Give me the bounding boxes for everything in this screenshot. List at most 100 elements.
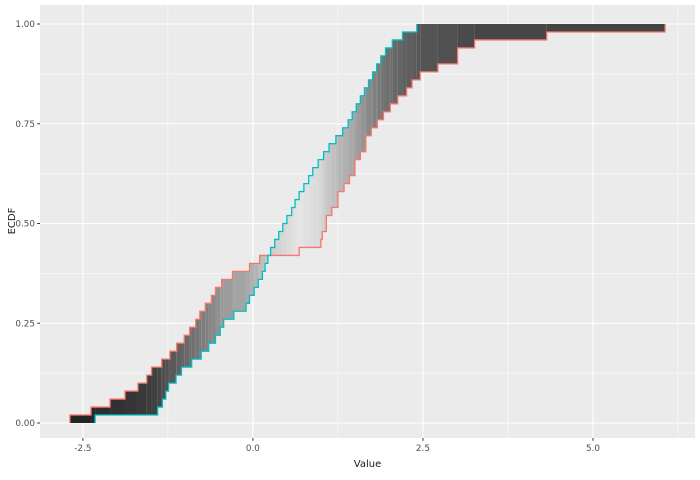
ecdf-ribbon-strip bbox=[137, 383, 147, 416]
ecdf-ribbon-strip bbox=[295, 199, 300, 256]
ecdf-ribbon-strip bbox=[249, 263, 255, 296]
ecdf-ribbon-strip bbox=[232, 271, 234, 320]
x-tick-label: 5.0 bbox=[586, 444, 600, 454]
ecdf-ribbon-strip bbox=[326, 151, 330, 216]
ecdf-ribbon-strip bbox=[270, 247, 275, 256]
ecdf-ribbon-strip bbox=[337, 135, 343, 192]
ecdf-ribbon-strip bbox=[205, 303, 209, 352]
ecdf-ribbon-strip bbox=[151, 367, 158, 416]
ecdf-ribbon-strip bbox=[342, 127, 345, 192]
ecdf-ribbon-strip bbox=[91, 407, 96, 423]
ecdf-ribbon-strip bbox=[265, 255, 268, 264]
ecdf-ribbon-strip bbox=[397, 39, 403, 96]
ecdf-ribbon-strip bbox=[157, 367, 162, 408]
ecdf-ribbon-strip bbox=[168, 359, 170, 384]
ecdf-ribbon-strip bbox=[221, 279, 224, 328]
ecdf-ribbon-strip bbox=[352, 111, 355, 176]
ecdf-ribbon-strip bbox=[146, 375, 152, 416]
ecdf-ribbon-strip bbox=[402, 31, 407, 96]
ecdf-ribbon-strip bbox=[420, 23, 438, 72]
ecdf-ribbon-strip bbox=[95, 407, 111, 416]
ecdf-ribbon-strip bbox=[176, 343, 182, 376]
ecdf-ribbon-strip bbox=[308, 175, 313, 248]
ecdf-ribbon-strip bbox=[385, 47, 391, 112]
ecdf-ribbon-strip bbox=[348, 119, 350, 184]
ecdf-ribbon-strip bbox=[220, 287, 222, 328]
ecdf-ribbon-strip bbox=[371, 79, 373, 128]
ecdf-ribbon-strip bbox=[331, 143, 336, 208]
ecdf-ribbon-strip bbox=[195, 319, 200, 360]
ecdf-ribbon-strip bbox=[546, 23, 666, 32]
ecdf-ribbon-strip bbox=[412, 31, 417, 80]
ecdf-ribbon-strip bbox=[201, 311, 206, 352]
ecdf-ribbon-strip bbox=[215, 287, 221, 336]
ecdf-step-red bbox=[69, 23, 666, 423]
ecdf-ribbon-strip bbox=[262, 255, 266, 272]
y-tick-label: 0.25 bbox=[15, 319, 35, 329]
x-tick-label: -2.5 bbox=[74, 444, 91, 454]
ecdf-ribbon-strip bbox=[282, 223, 287, 256]
x-tick-label: 0.0 bbox=[246, 444, 260, 454]
ecdf-ribbon-strip bbox=[372, 71, 377, 128]
ecdf-ribbon-strip bbox=[390, 47, 393, 104]
panel-background bbox=[40, 5, 695, 438]
ecdf-ribbon-strip bbox=[286, 215, 292, 256]
ecdf-ribbon-strip bbox=[354, 111, 357, 160]
ecdf-ribbon-strip bbox=[416, 23, 421, 80]
ecdf-ribbon-strip bbox=[356, 103, 361, 160]
x-tick-label: 2.5 bbox=[416, 444, 430, 454]
ecdf-ribbon-strip bbox=[291, 207, 296, 256]
ecdf-ribbon-strip bbox=[161, 359, 163, 408]
ecdf-ribbon-strip bbox=[125, 391, 138, 416]
ecdf-ribbon-strip bbox=[437, 23, 458, 64]
ecdf-ribbon-strip bbox=[211, 295, 216, 344]
ecdf-ribbon-strip bbox=[349, 119, 353, 176]
ecdf-ribbon-strip bbox=[457, 23, 475, 48]
ecdf-ribbon-strip bbox=[258, 263, 260, 280]
ecdf-ribbon-strip bbox=[474, 23, 547, 40]
ecdf-ribbon-strip bbox=[208, 303, 212, 344]
ecdf-ribbon-strip bbox=[169, 351, 177, 384]
y-tick-label: 0.75 bbox=[15, 120, 35, 130]
ecdf-ribbon-strip bbox=[318, 159, 321, 248]
ecdf-ribbon-strip bbox=[344, 127, 349, 184]
ecdf-ribbon-strip bbox=[69, 415, 92, 423]
ecdf-ribbon-strip bbox=[329, 143, 332, 216]
ecdf-ribbon-strip bbox=[364, 87, 366, 152]
ecdf-step-cyan bbox=[94, 23, 418, 423]
ecdf-ribbon-strip bbox=[254, 263, 259, 288]
ecdf-ribbon-strip bbox=[189, 327, 192, 368]
ecdf-ribbon-strip bbox=[377, 63, 381, 120]
ecdf-ribbon-strip bbox=[406, 31, 413, 88]
ecdf-ribbon-strip bbox=[392, 39, 398, 104]
ecdf-ribbon-strip bbox=[303, 183, 309, 248]
ecdf-ribbon-strip bbox=[323, 151, 327, 232]
y-tick-label: 0.00 bbox=[15, 419, 35, 429]
ecdf-ribbon-strip bbox=[223, 279, 233, 320]
ecdf-ribbon-strip bbox=[165, 359, 169, 392]
ecdf-ribbon-strip bbox=[184, 335, 190, 368]
ecdf-ribbon-strip bbox=[383, 55, 386, 112]
ecdf-ribbon-strip bbox=[360, 95, 365, 152]
ecdf-ribbon-strip bbox=[320, 159, 323, 240]
ecdf-ribbon-strip bbox=[278, 231, 283, 256]
ecdf-ribbon-strip bbox=[299, 191, 304, 248]
ecdf-ribbon-strip bbox=[233, 271, 247, 312]
ecdf-ribbon-strip bbox=[181, 343, 185, 368]
ecdf-ribbon-strip bbox=[162, 359, 166, 400]
y-tick-label: 1.00 bbox=[15, 20, 35, 30]
ecdf-ribbon-strip bbox=[322, 159, 324, 232]
ecdf-ribbon-strip bbox=[274, 239, 279, 256]
ecdf-ribbon-strip bbox=[176, 351, 177, 376]
y-tick-label: 0.50 bbox=[15, 220, 35, 230]
ecdf-ribbon-strip bbox=[199, 311, 202, 360]
ecdf-ribbon-strip bbox=[110, 399, 126, 416]
x-axis-title: Value bbox=[353, 459, 382, 470]
y-axis-title: ECDF bbox=[7, 207, 18, 235]
ecdf-ribbon-strip bbox=[368, 79, 372, 136]
ecdf-ribbon-strip bbox=[365, 87, 369, 136]
ecdf-ribbon-strip bbox=[191, 327, 196, 360]
ecdf-ribbon-strip bbox=[312, 167, 319, 248]
